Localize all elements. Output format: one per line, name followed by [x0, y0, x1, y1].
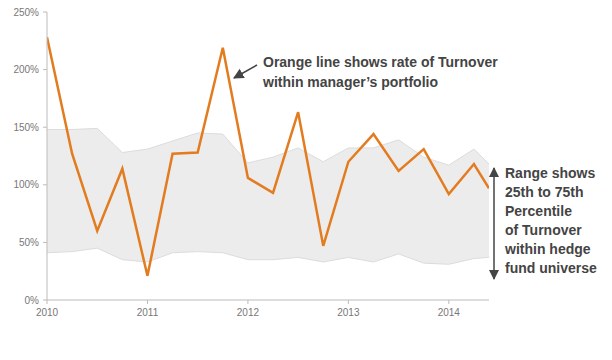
- x-tick: [247, 300, 248, 304]
- annotation-text: Range shows: [505, 165, 595, 181]
- annotation-text: within hedge: [504, 241, 591, 257]
- x-tick-label: 2010: [36, 307, 59, 318]
- y-tick-label: 200%: [13, 64, 39, 75]
- annotation-text: Percentile: [505, 203, 572, 219]
- annotation-arrow: [234, 65, 257, 78]
- y-tick: [43, 127, 47, 128]
- y-tick: [43, 69, 47, 70]
- y-tick-label: 0%: [25, 295, 40, 306]
- y-tick: [43, 12, 47, 13]
- x-axis-line: [47, 300, 489, 301]
- annotation-text: Orange line shows rate of Turnover: [263, 54, 498, 70]
- plot-area: [47, 37, 489, 275]
- band-upper-edge: [47, 128, 489, 165]
- annotation-text: 25th to 75th: [505, 184, 584, 200]
- y-tick: [43, 300, 47, 301]
- x-tick-label: 2013: [337, 307, 360, 318]
- x-tick-label: 2011: [137, 307, 159, 318]
- range-arrow: [493, 168, 495, 279]
- y-tick: [43, 184, 47, 185]
- y-tick: [43, 242, 47, 243]
- y-tick-label: 50%: [19, 237, 39, 248]
- y-tick-label: 250%: [13, 7, 39, 18]
- x-tick: [47, 300, 48, 304]
- annotation-text: fund universe: [505, 260, 597, 276]
- x-tick: [448, 300, 449, 304]
- x-tick-label: 2012: [237, 307, 260, 318]
- annotations: Orange line shows rate of Turnover within…: [234, 54, 597, 279]
- annotation-text: within manager’s portfolio: [262, 74, 438, 90]
- y-axis-line: [47, 12, 48, 300]
- chart: 0% 50% 100% 150% 200% 250% 2010 2011 2012 2013 201…: [0, 0, 612, 360]
- y-tick-label: 100%: [13, 179, 39, 190]
- band-lower-edge: [47, 248, 489, 264]
- x-tick-label: 2014: [438, 307, 461, 318]
- x-tick: [147, 300, 148, 304]
- turnover-line: [47, 37, 489, 275]
- x-tick: [348, 300, 349, 304]
- annotation-text: of Turnover: [505, 222, 582, 238]
- y-tick-label: 150%: [13, 122, 39, 133]
